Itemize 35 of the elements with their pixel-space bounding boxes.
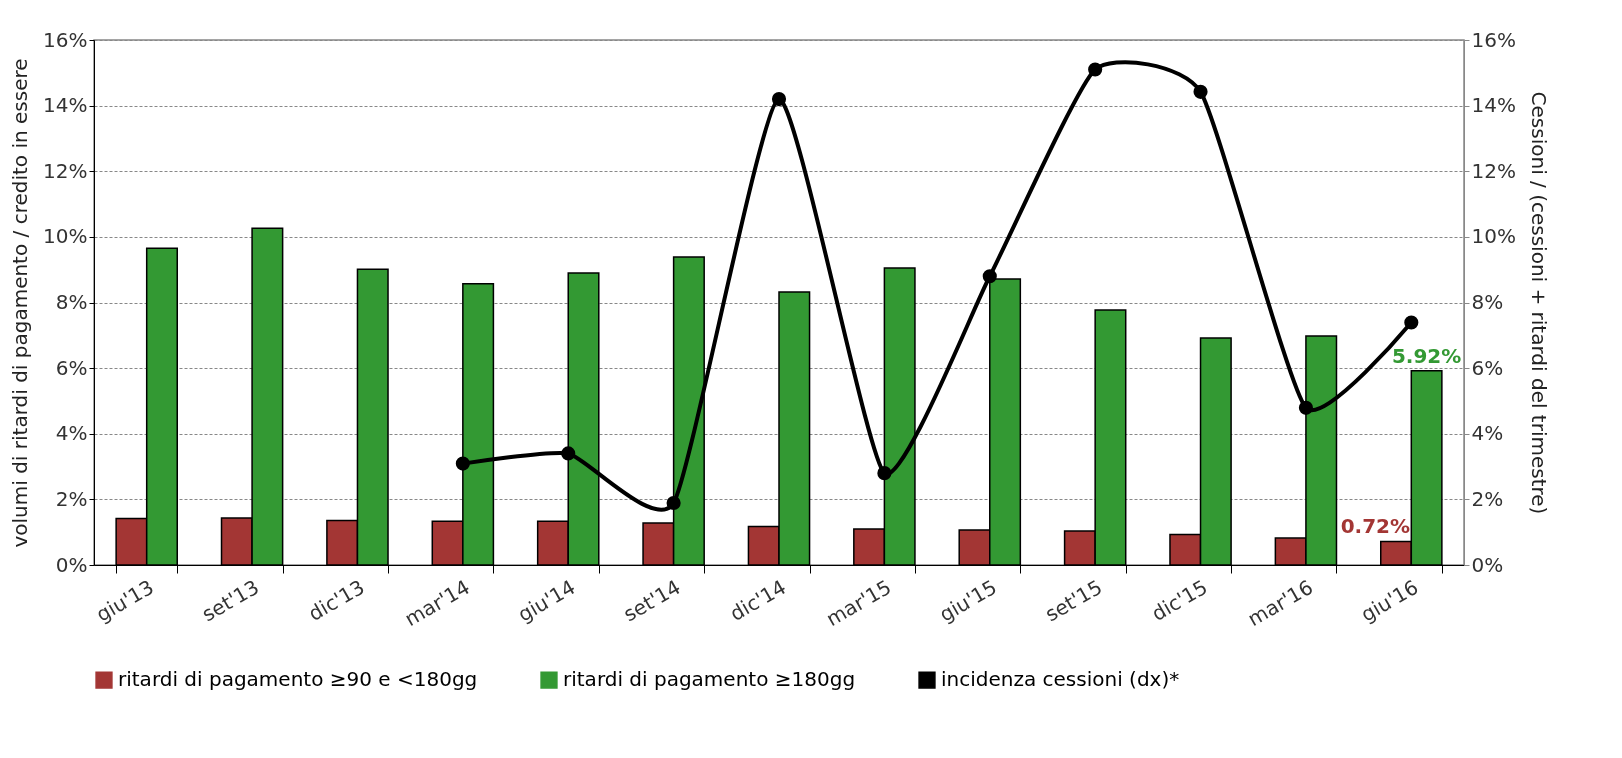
data-label: 0.72% (1340, 514, 1411, 539)
y-tick-label: 6% (55, 355, 88, 380)
legend-label: ritardi di pagamento ≥90 e <180gg (118, 667, 478, 692)
point (771, 92, 787, 107)
y2-tick-label: 0% (1471, 552, 1504, 577)
point (1088, 62, 1103, 77)
point (982, 269, 997, 284)
y2-tick-label: 12% (1471, 158, 1516, 183)
y-tick-label: 12% (43, 158, 88, 183)
y2-tick-label: 10% (1471, 224, 1516, 249)
y-tick-label: 8% (55, 290, 88, 314)
point (1298, 400, 1313, 415)
y2-tick-label: 16% (1471, 27, 1516, 52)
y2-tick-label: 14% (1471, 93, 1516, 118)
y-tick-label: 0% (55, 552, 88, 577)
point (1193, 84, 1208, 99)
legend-label: ritardi di pagamento ≥180gg (563, 667, 856, 692)
y-tick-label: 2% (55, 486, 88, 511)
y-tick-label: 4% (55, 421, 88, 446)
y2-tick-label: 4% (1471, 421, 1504, 446)
y-axis-title: volumi di ritardi di pagamento / credito in essere (8, 58, 33, 548)
data-label: 5.92% (1391, 343, 1462, 368)
point (561, 446, 576, 461)
point (877, 466, 892, 481)
point (666, 495, 681, 511)
point (1404, 315, 1419, 330)
point (455, 456, 470, 471)
legend-label: incidenza cessioni (dx)* (941, 667, 1180, 692)
y-tick-label: 16% (43, 27, 88, 52)
y-tick-label: 10% (43, 224, 88, 249)
y2-tick-label: 8% (1471, 290, 1504, 314)
y-tick-label: 14% (43, 93, 88, 118)
y2-tick-label: 2% (1471, 486, 1504, 511)
y2-tick-label: 6% (1471, 355, 1504, 380)
y2-axis-title: Cessioni / (cessioni + ritardi del trimestre) (1526, 91, 1551, 515)
